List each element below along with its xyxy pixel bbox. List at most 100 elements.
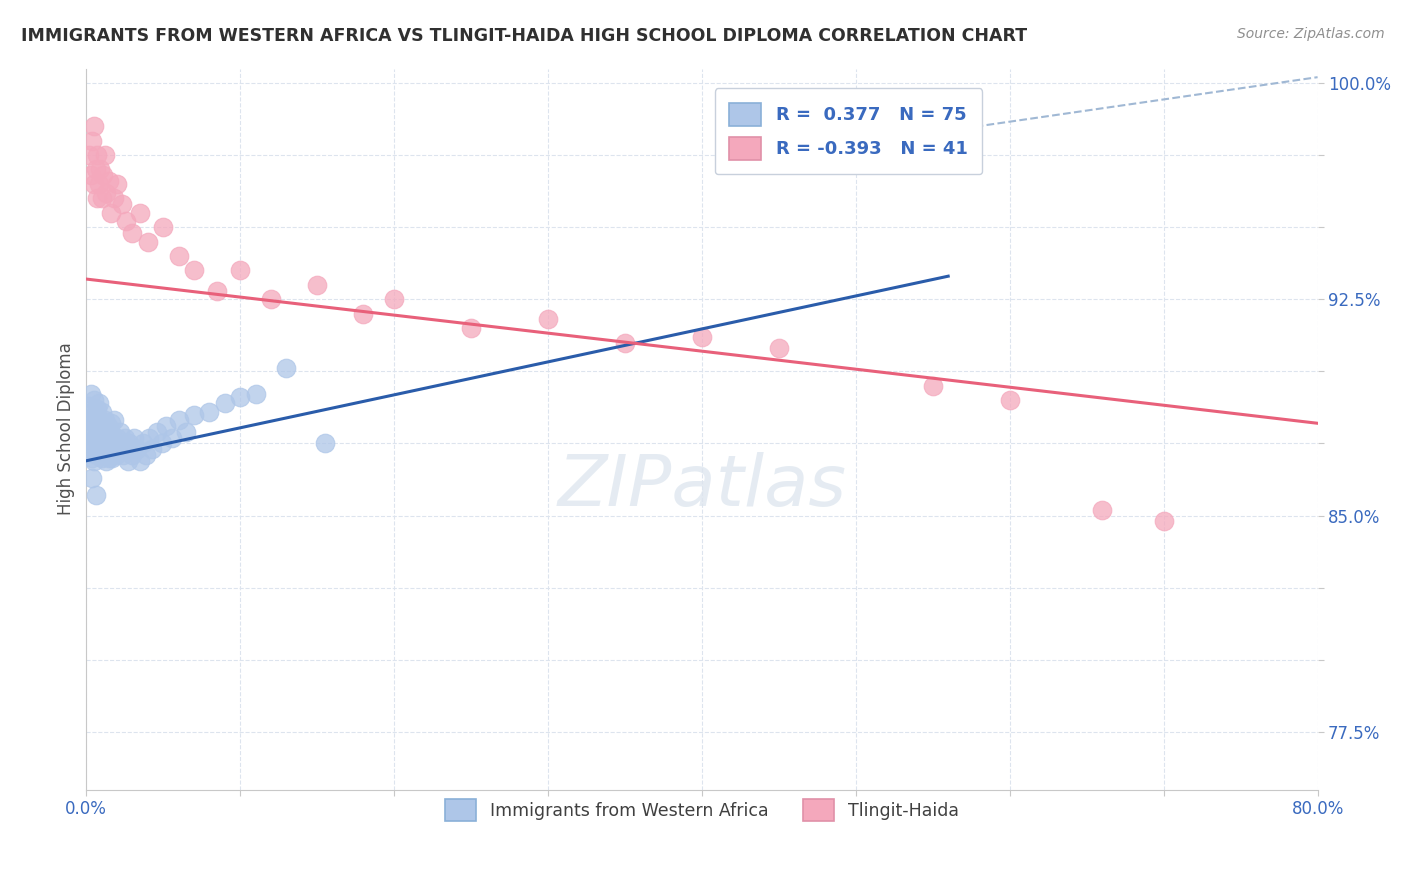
Point [245,387,267,401]
Point [96,454,118,468]
Point [162,431,184,445]
Point [103,191,125,205]
Point [103,436,125,450]
Point [84,488,107,502]
Point [87,442,110,457]
Point [146,425,169,439]
Point [98,450,121,465]
Point [91,445,114,459]
Point [101,427,124,442]
Point [129,454,152,468]
Point [198,405,221,419]
Point [768,341,790,355]
Point [135,448,157,462]
Point [150,436,173,450]
Text: IMMIGRANTS FROM WESTERN AFRICA VS TLINGIT-HAIDA HIGH SCHOOL DIPLOMA CORRELATION : IMMIGRANTS FROM WESTERN AFRICA VS TLINGI… [21,27,1028,45]
Point [84,408,107,422]
Point [89,413,111,427]
Point [141,442,163,457]
Point [260,292,283,306]
Point [84,431,107,445]
Point [79,399,101,413]
Point [94,436,117,450]
Point [183,408,205,422]
Point [183,263,205,277]
Point [118,436,141,450]
Point [104,448,127,462]
Point [108,425,131,439]
Point [229,390,252,404]
Point [101,450,124,465]
Point [89,436,111,450]
Point [229,263,252,277]
Point [105,431,128,445]
Point [121,226,143,240]
Point [90,191,112,205]
Point [614,335,637,350]
Point [76,422,98,436]
Point [352,307,374,321]
Point [136,235,159,249]
Point [86,425,108,439]
Point [112,448,135,462]
Point [79,445,101,459]
Point [80,168,103,182]
Point [114,431,136,445]
Point [91,168,114,182]
Point [314,436,336,450]
Point [155,419,177,434]
Point [87,396,110,410]
Point [537,312,560,326]
Point [167,413,190,427]
Point [82,471,104,485]
Point [152,220,174,235]
Point [82,427,104,442]
Point [90,450,112,465]
Point [86,191,108,205]
Point [121,448,143,462]
Y-axis label: High School Diploma: High School Diploma [58,343,75,516]
Point [83,393,105,408]
Point [460,321,482,335]
Point [97,442,120,457]
Point [91,422,114,436]
Point [307,277,329,292]
Point [100,417,122,431]
Point [87,177,110,191]
Point [125,442,148,457]
Point [86,448,108,462]
Point [82,450,104,465]
Point [83,177,105,191]
Point [105,177,128,191]
Point [382,292,405,306]
Point [998,393,1021,408]
Point [87,419,110,434]
Point [84,162,107,177]
Point [103,413,125,427]
Point [80,410,103,425]
Point [89,162,111,177]
Point [132,436,155,450]
Text: ZIPatlas: ZIPatlas [557,452,846,521]
Point [214,396,236,410]
Point [86,401,108,416]
Point [115,442,138,457]
Point [83,439,105,453]
Point [115,214,138,228]
Point [122,431,145,445]
Point [94,413,117,427]
Point [94,148,117,162]
Point [96,186,118,200]
Point [111,436,134,450]
Point [921,378,943,392]
Point [138,431,160,445]
Point [82,134,104,148]
Point [83,119,105,133]
Point [98,174,121,188]
Point [98,427,121,442]
Point [100,439,122,453]
Point [90,405,112,419]
Legend: Immigrants from Western Africa, Tlingit-Haida: Immigrants from Western Africa, Tlingit-… [430,785,973,835]
Point [176,425,198,439]
Point [97,419,120,434]
